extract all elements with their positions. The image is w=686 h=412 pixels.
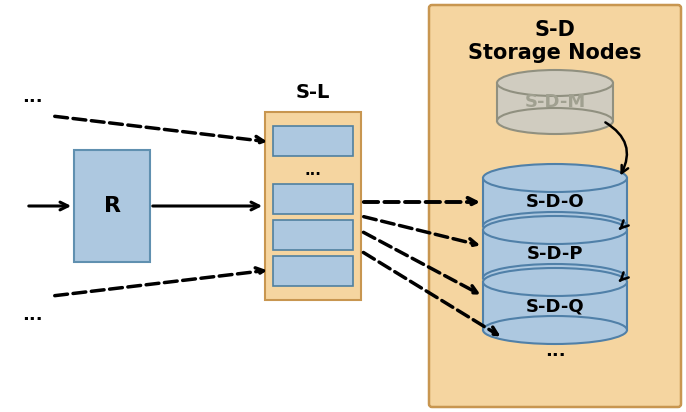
Bar — [483, 178, 627, 226]
Bar — [483, 230, 627, 278]
Text: ...: ... — [22, 88, 43, 106]
Text: S-D
Storage Nodes: S-D Storage Nodes — [469, 20, 641, 63]
Ellipse shape — [483, 264, 627, 292]
Text: S-D-M: S-D-M — [524, 93, 586, 111]
Text: ...: ... — [545, 342, 565, 360]
Bar — [273, 126, 353, 156]
Text: S-D-P: S-D-P — [527, 245, 583, 263]
Bar — [483, 282, 627, 330]
Ellipse shape — [497, 108, 613, 134]
Ellipse shape — [483, 316, 627, 344]
Bar — [273, 256, 353, 286]
Ellipse shape — [483, 212, 627, 240]
Bar — [273, 184, 353, 214]
Text: S-D-Q: S-D-Q — [525, 297, 584, 315]
Ellipse shape — [483, 268, 627, 296]
Text: S-D-O: S-D-O — [525, 193, 584, 211]
Bar — [74, 150, 150, 262]
Ellipse shape — [483, 164, 627, 192]
Text: S-L: S-L — [296, 83, 330, 102]
Ellipse shape — [483, 216, 627, 244]
Bar — [497, 83, 613, 121]
Text: ...: ... — [22, 306, 43, 324]
Text: ...: ... — [305, 162, 322, 178]
FancyBboxPatch shape — [429, 5, 681, 407]
Ellipse shape — [497, 70, 613, 96]
Text: R: R — [104, 196, 121, 216]
Bar — [273, 220, 353, 250]
Bar — [265, 112, 361, 300]
